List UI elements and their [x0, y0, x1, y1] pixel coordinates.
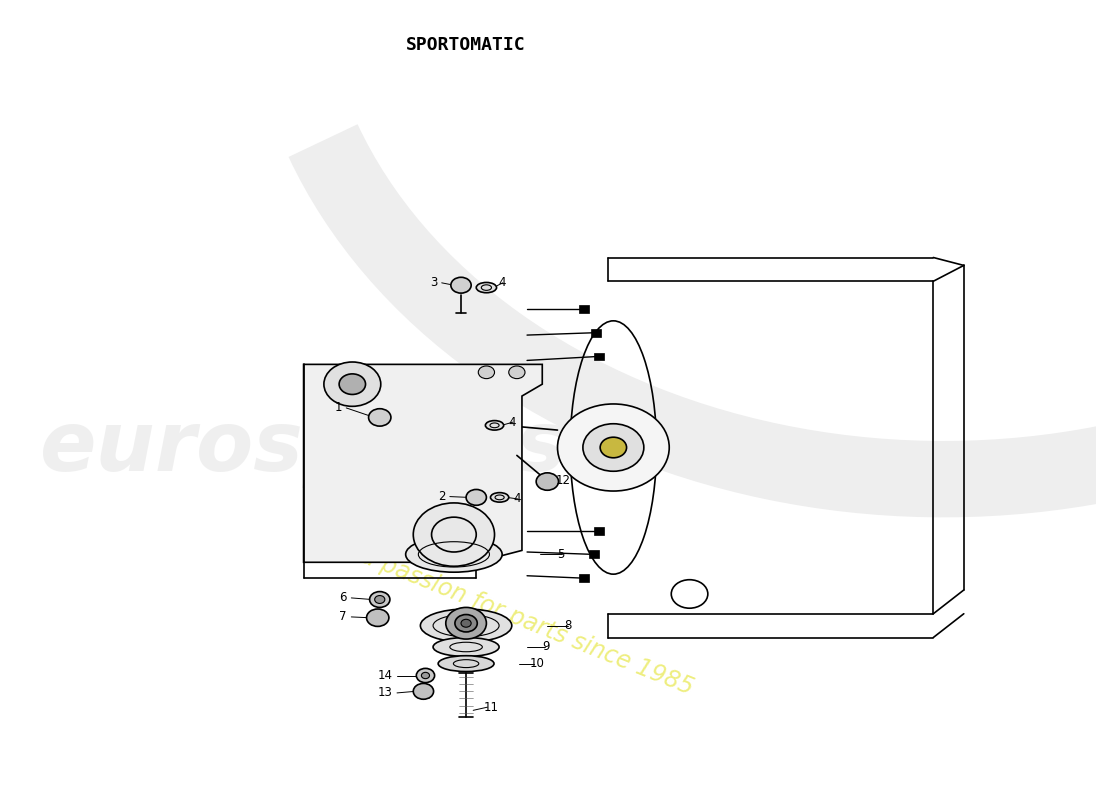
Circle shape	[583, 424, 643, 471]
Text: 7: 7	[339, 610, 346, 623]
Circle shape	[368, 409, 390, 426]
Text: 9: 9	[542, 641, 550, 654]
Text: 11: 11	[483, 701, 498, 714]
Circle shape	[414, 503, 495, 566]
Text: 1: 1	[334, 402, 342, 414]
Text: 5: 5	[558, 548, 565, 561]
Circle shape	[446, 607, 486, 639]
Ellipse shape	[420, 609, 512, 642]
Circle shape	[421, 672, 429, 678]
Circle shape	[601, 438, 627, 458]
Text: 6: 6	[339, 591, 346, 605]
Text: 4: 4	[508, 416, 516, 429]
Text: 4: 4	[514, 493, 521, 506]
Text: eurospares: eurospares	[40, 407, 568, 488]
Circle shape	[461, 619, 471, 627]
Ellipse shape	[485, 421, 504, 430]
Circle shape	[536, 473, 559, 490]
Circle shape	[416, 668, 434, 682]
Text: 10: 10	[530, 657, 544, 670]
Text: a passion for parts since 1985: a passion for parts since 1985	[358, 544, 697, 700]
Text: 2: 2	[438, 490, 446, 503]
Bar	[594, 526, 604, 534]
Text: SPORTOMATIC: SPORTOMATIC	[406, 36, 526, 54]
Text: 4: 4	[498, 276, 506, 290]
Circle shape	[466, 490, 486, 506]
Ellipse shape	[433, 638, 499, 657]
Circle shape	[414, 683, 433, 699]
Circle shape	[323, 362, 381, 406]
Text: 8: 8	[564, 619, 572, 632]
Text: 3: 3	[430, 276, 438, 290]
Bar	[579, 574, 588, 582]
Circle shape	[339, 374, 365, 394]
Circle shape	[451, 278, 471, 293]
Circle shape	[478, 366, 495, 378]
Text: 12: 12	[556, 474, 571, 487]
Bar	[579, 305, 588, 313]
Circle shape	[558, 404, 669, 491]
Bar	[591, 329, 602, 337]
Polygon shape	[304, 364, 542, 562]
Ellipse shape	[406, 537, 502, 572]
Circle shape	[375, 595, 385, 603]
Text: 13: 13	[378, 686, 393, 699]
Ellipse shape	[438, 656, 494, 671]
Ellipse shape	[491, 493, 508, 502]
Circle shape	[366, 609, 389, 626]
Circle shape	[508, 366, 525, 378]
Ellipse shape	[476, 282, 496, 293]
Circle shape	[370, 591, 389, 607]
Bar	[594, 353, 604, 361]
Text: 14: 14	[378, 669, 393, 682]
Circle shape	[455, 614, 477, 632]
Bar	[588, 550, 600, 558]
